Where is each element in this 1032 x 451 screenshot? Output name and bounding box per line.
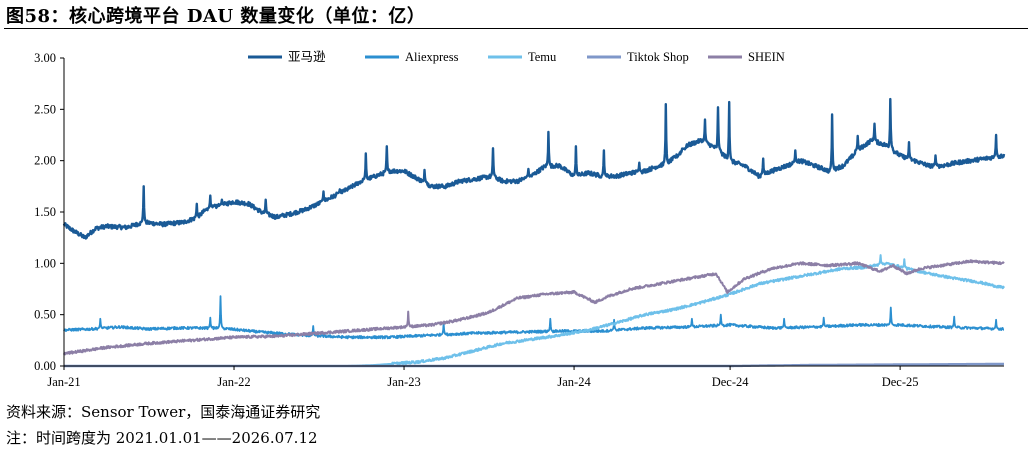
legend-label: Temu xyxy=(528,50,557,64)
legend-label: Aliexpress xyxy=(405,50,459,64)
x-tick-label: Jan-23 xyxy=(387,375,420,389)
x-tick-label: Jan-24 xyxy=(557,375,591,389)
series-line-2 xyxy=(63,254,1005,367)
series-line-4 xyxy=(63,259,1005,356)
series-line-1 xyxy=(63,295,1005,340)
source-note: 资料来源：Sensor Tower，国泰海通证券研究 xyxy=(6,403,321,421)
chart-axes: 0.00 0.50 1.00 1.50 2.00 2.50 3.00 Jan-21 Jan-22… xyxy=(34,51,1004,389)
chart-title: 图58：核心跨境平台 DAU 数量变化（单位：亿） xyxy=(6,6,426,27)
x-tick-label: Dec-25 xyxy=(882,375,919,389)
legend-label: SHEIN xyxy=(748,50,785,64)
y-tick-label: 2.00 xyxy=(34,154,56,168)
time-span-note: 注：时间跨度为 2021.01.01——2026.07.12 xyxy=(6,429,318,447)
y-tick-label: 1.00 xyxy=(34,256,56,270)
dau-line-chart: 亚马逊 Aliexpress Temu Tiktok Shop SHEIN 0.000.… xyxy=(34,49,1006,389)
y-tick-label: 2.50 xyxy=(34,102,56,116)
y-tick-label: 1.50 xyxy=(34,205,56,219)
series-lines xyxy=(62,97,1006,368)
title-divider xyxy=(4,28,1028,29)
legend-label: 亚马逊 xyxy=(288,49,326,64)
legend-label: Tiktok Shop xyxy=(627,50,689,64)
x-tick-label: Jan-22 xyxy=(217,375,250,389)
series-line-0 xyxy=(62,97,1006,240)
x-tick-label: Dec-24 xyxy=(712,375,750,389)
chart-legend: 亚马逊 Aliexpress Temu Tiktok Shop SHEIN xyxy=(248,49,785,64)
y-tick-label: 3.00 xyxy=(34,51,56,65)
y-tick-label: 0.50 xyxy=(34,308,56,322)
x-tick-label: Jan-21 xyxy=(47,375,80,389)
y-tick-label: 0.00 xyxy=(34,359,56,373)
